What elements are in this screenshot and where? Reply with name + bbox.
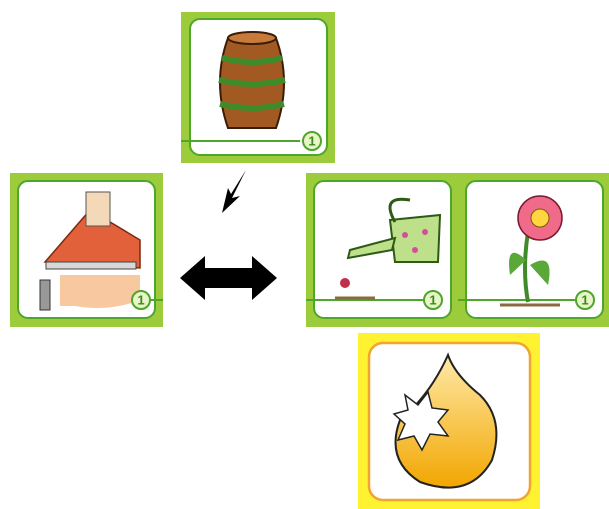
board: 1 1 1 [0, 0, 609, 509]
card-number: 1 [429, 292, 436, 307]
drop-card[interactable] [358, 333, 540, 509]
barrel-card[interactable]: 1 [181, 12, 335, 163]
roof-card[interactable]: 1 [10, 173, 163, 327]
card-number: 1 [308, 133, 315, 148]
card-number: 1 [581, 292, 588, 307]
arrow [222, 170, 246, 213]
card-number: 1 [137, 292, 144, 307]
watering-card[interactable]: 1 [306, 173, 458, 327]
double-arrow [180, 256, 277, 300]
barrel-icon [219, 32, 285, 128]
flower-card[interactable]: 1 [458, 173, 609, 327]
